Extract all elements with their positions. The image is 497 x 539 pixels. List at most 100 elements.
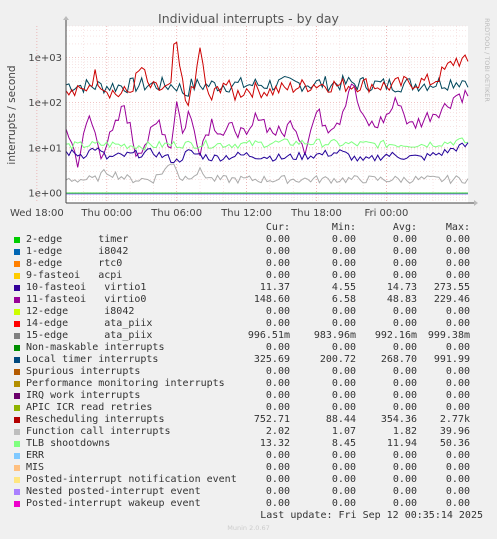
legend-value-cur: 2.02 bbox=[265, 426, 290, 437]
legend-value-avg: 0.00 bbox=[392, 258, 417, 269]
legend-label: ERR bbox=[26, 450, 45, 461]
legend-value-cur: 0.00 bbox=[265, 378, 290, 389]
legend-label: 15-edge ata_piix bbox=[26, 330, 153, 341]
x-tick-label: Thu 06:00 bbox=[150, 208, 202, 219]
legend-value-max: 0.00 bbox=[445, 366, 470, 377]
legend-value-avg: 992.16m bbox=[374, 330, 417, 341]
legend-value-max: 0.00 bbox=[445, 306, 470, 317]
legend-value-avg: 0.00 bbox=[392, 474, 417, 485]
legend-label: IRQ work interrupts bbox=[26, 390, 141, 401]
legend-swatch bbox=[14, 345, 20, 351]
legend-value-max: 0.00 bbox=[445, 450, 470, 461]
legend-value-min: 0.00 bbox=[331, 318, 356, 329]
legend-swatch bbox=[14, 369, 20, 375]
legend-value-min: 0.00 bbox=[331, 450, 356, 461]
legend-value-cur: 0.00 bbox=[265, 366, 290, 377]
x-tick-label: Thu 00:00 bbox=[80, 208, 132, 219]
legend-value-min: 0.00 bbox=[331, 258, 356, 269]
legend-value-avg: 0.00 bbox=[392, 402, 417, 413]
legend-row: Non-maskable interrupts 0.00 0.00 0.00 0.00 bbox=[14, 342, 484, 354]
legend-value-cur: 0.00 bbox=[265, 486, 290, 497]
legend-swatch bbox=[14, 381, 20, 387]
x-axis-arrow bbox=[474, 200, 478, 206]
legend-swatch bbox=[14, 501, 20, 507]
legend-swatch bbox=[14, 441, 20, 447]
series-line bbox=[65, 137, 469, 151]
legend-row: 10-fasteoi virtio1 11.37 4.55 14.73 273.55 bbox=[14, 282, 484, 294]
legend-label: Non-maskable interrupts bbox=[26, 342, 165, 353]
legend-value-avg: 0.00 bbox=[392, 246, 417, 257]
legend-value-min: 8.45 bbox=[331, 438, 356, 449]
legend-value-max: 0.00 bbox=[445, 390, 470, 401]
legend-value-max: 0.00 bbox=[445, 462, 470, 473]
legend-value-cur: 0.00 bbox=[265, 498, 290, 509]
col-header-min: Min: bbox=[331, 222, 356, 233]
legend-value-cur: 0.00 bbox=[265, 474, 290, 485]
legend-row: Function call interrupts 2.02 1.07 1.82 39.9… bbox=[14, 426, 484, 438]
legend-row: 12-edge i8042 0.00 0.00 0.00 0.00 bbox=[14, 306, 484, 318]
legend-label: TLB shootdowns bbox=[26, 438, 111, 449]
legend-swatch bbox=[14, 489, 20, 495]
legend-value-avg: 48.83 bbox=[386, 294, 417, 305]
legend-value-avg: 0.00 bbox=[392, 378, 417, 389]
legend-label: Performance monitoring interrupts bbox=[26, 378, 225, 389]
y-tick-label: 1e+02 bbox=[28, 98, 62, 109]
legend-value-min: 0.00 bbox=[331, 486, 356, 497]
legend-value-max: 0.00 bbox=[445, 234, 470, 245]
legend-row: Rescheduling interrupts 752.71 88.44 354.36… bbox=[14, 414, 484, 426]
series-line bbox=[65, 73, 469, 97]
legend-swatch bbox=[14, 297, 20, 303]
legend-swatch bbox=[14, 321, 20, 327]
legend-label: Nested posted-interrupt event bbox=[26, 486, 201, 497]
legend-label: Function call interrupts bbox=[26, 426, 171, 437]
legend-row: 9-fasteoi acpi 0.00 0.00 0.00 0.00 bbox=[14, 270, 484, 282]
munin-version: Munin 2.0.67 bbox=[227, 524, 270, 532]
legend-swatch bbox=[14, 237, 20, 243]
legend-row: Posted-interrupt notification event 0.00 0… bbox=[14, 474, 484, 486]
legend-row: 2-edge timer 0.00 0.00 0.00 0.00 bbox=[14, 234, 484, 246]
legend-label: Posted-interrupt notification event bbox=[26, 474, 237, 485]
legend-row: 15-edge ata_piix 996.51m 983.96m 992.16m 999… bbox=[14, 330, 484, 342]
legend-value-avg: 0.00 bbox=[392, 390, 417, 401]
legend-value-cur: 0.00 bbox=[265, 318, 290, 329]
legend-label: 1-edge i8042 bbox=[26, 246, 129, 257]
legend-row: Posted-interrupt wakeup event 0.00 0.00 0.0… bbox=[14, 498, 484, 510]
legend-value-avg: 1.82 bbox=[392, 426, 417, 437]
legend-value-avg: 0.00 bbox=[392, 450, 417, 461]
legend-value-cur: 13.32 bbox=[259, 438, 290, 449]
legend-value-min: 0.00 bbox=[331, 342, 356, 353]
series-line bbox=[65, 41, 469, 107]
legend-value-max: 0.00 bbox=[445, 318, 470, 329]
legend-row: Local timer interrupts 325.69 200.72 268.70… bbox=[14, 354, 484, 366]
legend-swatch bbox=[14, 429, 20, 435]
legend-label: Rescheduling interrupts bbox=[26, 414, 165, 425]
legend-value-cur: 0.00 bbox=[265, 234, 290, 245]
legend-row: 1-edge i8042 0.00 0.00 0.00 0.00 bbox=[14, 246, 484, 258]
legend-swatch bbox=[14, 273, 20, 279]
legend-swatch bbox=[14, 393, 20, 399]
legend-value-min: 0.00 bbox=[331, 390, 356, 401]
legend-value-cur: 11.37 bbox=[259, 282, 290, 293]
col-header-avg: Avg: bbox=[392, 222, 417, 233]
legend-label: 10-fasteoi virtio1 bbox=[26, 282, 147, 293]
legend-value-min: 4.55 bbox=[331, 282, 356, 293]
x-tick-label: Thu 18:00 bbox=[290, 208, 342, 219]
legend-value-cur: 996.51m bbox=[247, 330, 290, 341]
y-axis-arrow bbox=[63, 16, 69, 20]
legend-label: APIC ICR read retries bbox=[26, 402, 153, 413]
legend-value-min: 1.07 bbox=[331, 426, 356, 437]
legend-label: Posted-interrupt wakeup event bbox=[26, 498, 201, 509]
legend-value-max: 0.00 bbox=[445, 486, 470, 497]
x-tick-label: Fri 00:00 bbox=[364, 208, 408, 219]
legend-row: Spurious interrupts 0.00 0.00 0.00 0.00 bbox=[14, 366, 484, 378]
legend-row: MIS 0.00 0.00 0.00 0.00 bbox=[14, 462, 484, 474]
legend-swatch bbox=[14, 309, 20, 315]
legend-value-cur: 0.00 bbox=[265, 450, 290, 461]
legend-value-cur: 0.00 bbox=[265, 306, 290, 317]
legend-value-avg: 0.00 bbox=[392, 486, 417, 497]
legend-value-cur: 325.69 bbox=[253, 354, 290, 365]
legend-label: 9-fasteoi acpi bbox=[26, 270, 123, 281]
legend-value-max: 991.99 bbox=[433, 354, 470, 365]
legend-label: Local timer interrupts bbox=[26, 354, 159, 365]
legend-swatch bbox=[14, 357, 20, 363]
